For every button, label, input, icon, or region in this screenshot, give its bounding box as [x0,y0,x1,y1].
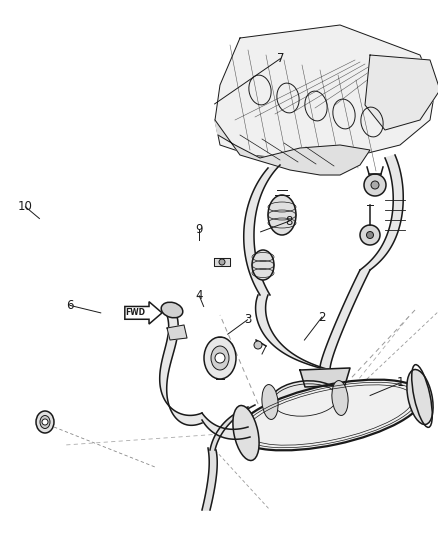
Circle shape [42,419,48,425]
Polygon shape [360,155,403,270]
Text: 8: 8 [286,215,293,228]
Text: 9: 9 [195,223,203,236]
Polygon shape [202,413,250,439]
Ellipse shape [332,381,348,415]
Polygon shape [256,295,330,370]
Polygon shape [202,448,217,510]
Text: 1: 1 [397,376,405,389]
Text: 2: 2 [318,311,326,324]
Polygon shape [215,120,370,175]
Ellipse shape [407,369,433,424]
Ellipse shape [268,195,296,235]
Polygon shape [244,165,280,295]
Ellipse shape [270,381,340,419]
Polygon shape [365,55,438,130]
Polygon shape [210,405,255,450]
Circle shape [367,231,374,238]
Text: 7: 7 [276,52,284,65]
Circle shape [219,259,225,265]
Ellipse shape [262,384,278,419]
Ellipse shape [204,337,236,379]
Text: 10: 10 [18,200,33,213]
Polygon shape [300,368,350,387]
Ellipse shape [237,379,423,450]
Polygon shape [160,310,202,425]
Ellipse shape [252,250,274,280]
Polygon shape [320,270,370,370]
Ellipse shape [233,406,259,461]
Ellipse shape [36,411,54,433]
Ellipse shape [211,346,229,370]
Text: 3: 3 [244,313,251,326]
Text: 4: 4 [195,289,203,302]
Circle shape [364,174,386,196]
Polygon shape [167,325,187,340]
Circle shape [254,341,262,349]
Circle shape [371,181,379,189]
Circle shape [360,225,380,245]
Polygon shape [214,258,230,266]
Text: 6: 6 [66,299,74,312]
Text: FWD: FWD [125,309,145,317]
Circle shape [215,353,225,363]
Ellipse shape [161,302,183,318]
Ellipse shape [40,416,50,429]
Polygon shape [215,25,435,160]
Polygon shape [125,302,162,324]
